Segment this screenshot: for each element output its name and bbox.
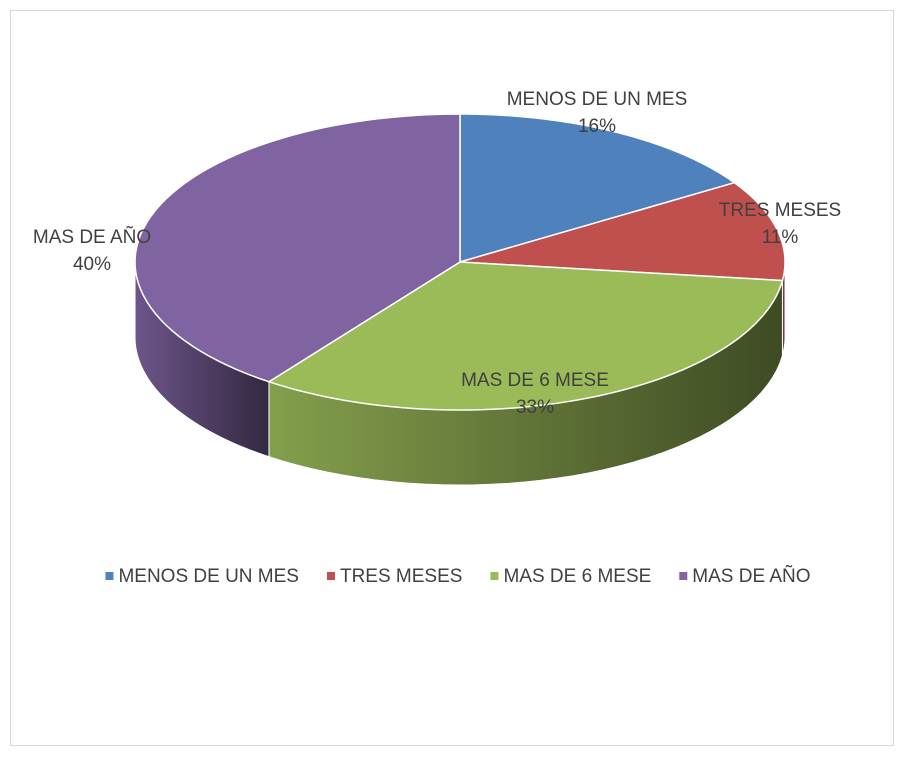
slice — [267, 261, 784, 411]
data-label-name: MAS DE 6 MESE — [461, 370, 609, 391]
legend-label: MAS DE 6 MESE — [503, 566, 651, 587]
data-label: 16% — [578, 116, 616, 137]
data-label-name: MENOS DE UN MES — [507, 89, 688, 110]
data-label: 40% — [73, 254, 111, 275]
legend-swatch — [490, 572, 499, 580]
legend-swatch — [105, 572, 114, 580]
data-label-name: TRES MESES — [719, 200, 841, 221]
legend-swatch — [679, 572, 688, 580]
legend: MENOS DE UN MES TRES MESES MAS DE 6 MESE MA… — [105, 565, 811, 587]
legend-label: TRES MESES — [340, 566, 462, 587]
data-label-name: MAS DE AÑO — [33, 226, 151, 248]
data-label: 33% — [516, 397, 554, 418]
legend-label: MENOS DE UN MES — [118, 566, 299, 587]
slice — [459, 113, 737, 263]
slice — [134, 113, 461, 383]
slice — [459, 181, 786, 282]
legend-label: MAS DE AÑO — [692, 565, 810, 587]
legend-swatch — [326, 572, 335, 580]
data-label: 11% — [762, 227, 799, 248]
